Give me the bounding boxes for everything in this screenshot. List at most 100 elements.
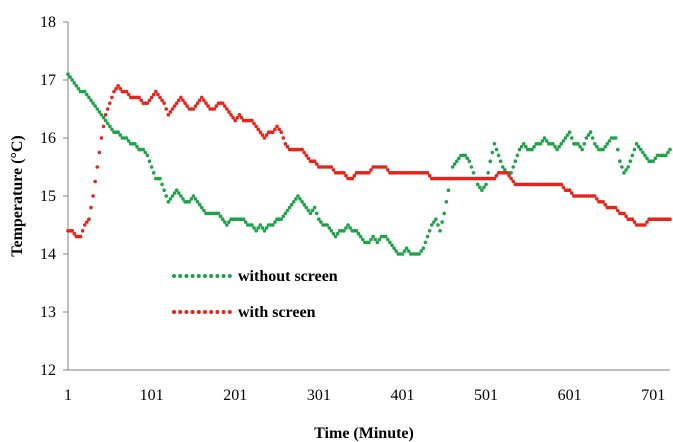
data-point [517,147,522,152]
data-point [222,104,227,108]
data-point [151,92,156,97]
legend-dot [203,310,207,314]
data-point [97,150,102,155]
data-point [668,147,672,152]
data-point [494,147,499,152]
data-point [645,220,649,224]
data-point [622,211,626,216]
data-point [465,156,470,161]
data-point [452,162,457,166]
data-point [252,121,256,126]
data-point [329,229,334,233]
legend-item-with-screen: with screen [172,304,316,321]
data-point [258,223,263,227]
data-point [423,240,428,245]
series-with-screen [66,84,672,239]
data-point [108,101,112,105]
data-point [220,101,225,105]
legend-dot [215,310,220,314]
data-point [195,200,200,204]
data-point [632,220,637,224]
data-point [494,173,499,178]
data-point [402,249,407,253]
data-point [191,194,196,198]
data-point [592,194,597,198]
data-point [314,162,319,166]
data-point [85,220,89,224]
data-point [584,136,589,140]
data-point [521,142,526,146]
data-point [446,188,451,192]
data-point [158,176,162,181]
legend-dot [190,310,195,314]
data-point [304,153,309,158]
data-point [262,229,267,233]
data-point [569,136,574,140]
data-point [135,144,139,149]
data-point [302,202,307,207]
data-point [519,144,524,149]
data-point [243,220,248,224]
data-point [417,252,421,256]
data-point [114,86,118,91]
data-point [613,136,618,140]
data-point [390,243,394,248]
data-point [342,171,346,175]
data-point [586,133,591,137]
data-point [231,115,235,120]
legend-marker-with-screen [172,310,232,314]
data-point [294,197,298,201]
data-point [607,139,612,143]
data-point [440,220,444,224]
data-point [183,101,187,105]
data-point [651,159,656,163]
data-point [202,208,206,213]
data-point [153,89,158,94]
data-point [668,217,672,221]
data-point [563,136,568,140]
data-point [540,139,545,143]
data-point [275,124,279,129]
legend-marker-without-screen [172,274,232,278]
data-point [85,92,89,97]
data-point [99,136,104,140]
data-point [262,136,267,140]
data-point [442,211,447,216]
data-point [377,237,382,242]
legend-dot [196,274,201,278]
data-point [212,107,217,111]
data-point [641,150,645,155]
data-point [162,188,166,192]
data-point [124,89,129,94]
data-point [260,226,265,230]
data-point [488,159,493,163]
data-point [222,220,227,224]
data-point [500,165,505,169]
data-point [108,124,112,129]
data-point [628,159,633,163]
data-point [653,156,658,161]
data-point [87,217,91,221]
data-point [260,133,265,137]
legend-dot [227,274,232,278]
data-point [147,159,152,163]
data-point [168,110,173,114]
data-point [162,101,166,105]
data-point [66,72,70,76]
legend: without screen with screen [172,268,338,321]
data-point [302,150,307,155]
data-point [74,84,79,88]
x-tick-label: 101 [140,387,164,404]
data-point [189,197,194,201]
legend-dot [209,310,214,314]
data-point [369,168,373,172]
data-point [421,246,426,250]
data-point [304,205,309,210]
data-point [427,173,432,178]
data-point [551,142,555,146]
data-point [172,191,177,195]
data-point [561,185,566,190]
data-point [480,188,484,192]
data-point [179,194,183,198]
data-point [93,179,97,184]
